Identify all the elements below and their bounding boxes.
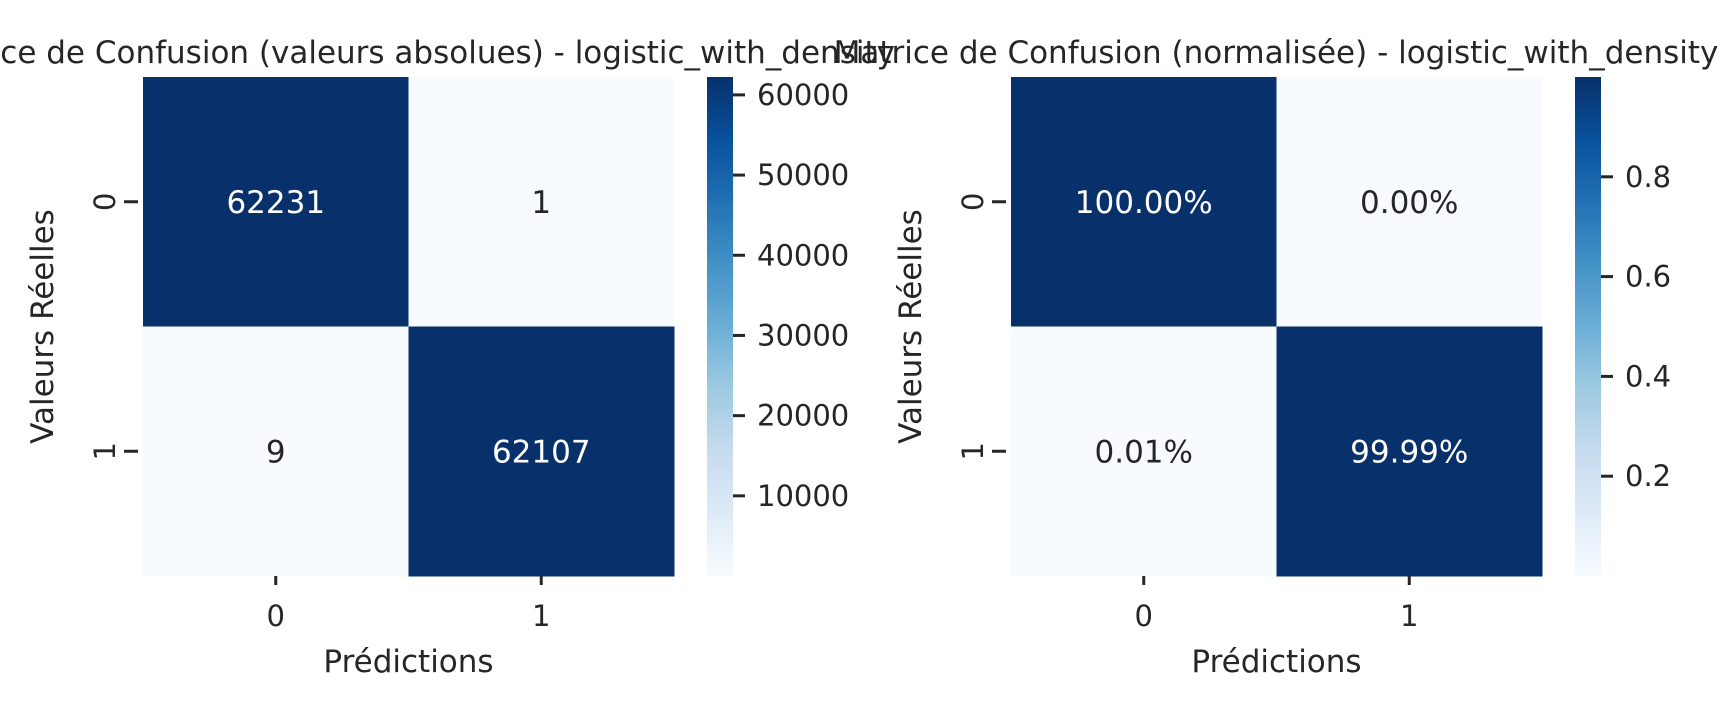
heatmap-cell (1011, 326, 1277, 577)
colorbar-tick-label: 20000 (757, 399, 849, 433)
colorbar-tick-label: 10000 (757, 479, 849, 513)
colorbar (707, 77, 733, 576)
colorbar-tick-label: 0.6 (1625, 260, 1671, 294)
heatmap-cell (1276, 326, 1543, 577)
heatmap-cell (408, 77, 675, 327)
heatmap-cell (408, 326, 675, 577)
y-tick-label: 1 (956, 442, 990, 460)
y-tick-label: 0 (956, 193, 990, 211)
y-tick-label: 0 (88, 193, 122, 211)
x-tick-label: 0 (267, 599, 285, 633)
x-tick-label: 1 (1400, 599, 1418, 633)
y-tick-label: 1 (88, 442, 122, 460)
x-tick-label: 1 (532, 599, 550, 633)
cell-label: 1 (531, 185, 551, 221)
colorbar-tick-label: 30000 (757, 318, 849, 352)
colorbar-tick-label: 50000 (757, 158, 849, 192)
cell-label: 0.01% (1095, 434, 1193, 470)
cell-label: 100.00% (1075, 185, 1213, 221)
colorbar-tick-label: 0.4 (1625, 359, 1671, 393)
cell-label: 99.99% (1350, 434, 1468, 470)
x-axis-label: Prédictions (1191, 644, 1361, 680)
heatmap-cell (143, 326, 409, 577)
y-axis-label: Valeurs Réelles (25, 209, 61, 444)
chart-title: Matrice de Confusion (valeurs absolues) … (0, 35, 895, 71)
heatmap-cell (143, 77, 409, 327)
chart-title: Matrice de Confusion (normalisée) - logi… (834, 35, 1719, 71)
cell-label: 62231 (226, 185, 325, 221)
colorbar (1575, 77, 1601, 576)
colorbar-tick-label: 0.8 (1625, 160, 1671, 194)
x-tick-label: 0 (1135, 599, 1153, 633)
heatmap-cell (1276, 77, 1543, 327)
heatmap-cell (1011, 77, 1277, 327)
colorbar-tick-label: 40000 (757, 238, 849, 272)
x-axis-label: Prédictions (323, 644, 493, 680)
cell-label: 62107 (492, 434, 591, 470)
colorbar-tick-label: 60000 (757, 78, 849, 112)
colorbar-tick-label: 0.2 (1625, 459, 1671, 493)
cell-label: 9 (266, 434, 286, 470)
cell-label: 0.00% (1360, 185, 1458, 221)
y-axis-label: Valeurs Réelles (893, 209, 929, 444)
